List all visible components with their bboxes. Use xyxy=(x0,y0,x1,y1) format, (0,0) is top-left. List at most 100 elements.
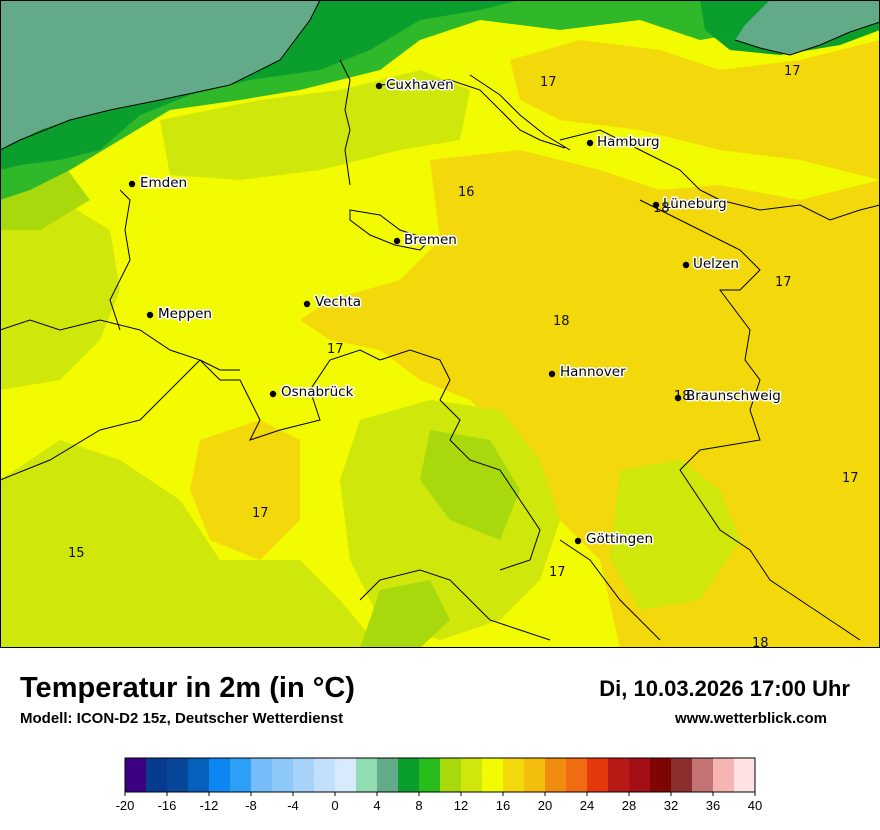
lime-patch-south xyxy=(360,580,450,648)
city-uelzen[interactable]: Uelzen xyxy=(682,255,740,274)
temp-value-label: 17 xyxy=(549,565,566,580)
map-canvas: Cuxhaven Hamburg Emden Lüneburg Bremen U… xyxy=(0,0,880,648)
lime-patch-center xyxy=(420,430,520,540)
scale-tick-label: 40 xyxy=(748,798,762,812)
scale-tick-label: 8 xyxy=(415,798,422,812)
scale-swatch xyxy=(125,758,147,792)
scale-swatch xyxy=(503,758,525,792)
temp-value-label: 17 xyxy=(775,275,792,290)
city-label: Vechta xyxy=(315,294,361,310)
city-dot-icon xyxy=(574,537,582,545)
scale-swatch xyxy=(524,758,546,792)
city-label: Uelzen xyxy=(693,256,739,272)
scale-tick-label: 12 xyxy=(454,798,468,812)
city-label: Braunschweig xyxy=(686,388,781,404)
scale-tick-label: -8 xyxy=(245,798,257,812)
scale-swatch xyxy=(461,758,483,792)
city-dot-icon xyxy=(652,201,660,209)
scale-swatch xyxy=(209,758,231,792)
scale-swatch xyxy=(608,758,630,792)
city-emden[interactable]: Emden xyxy=(128,174,189,193)
chart-title: Temperatur in 2m (in °C) xyxy=(20,672,355,704)
city-hannover[interactable]: Hannover xyxy=(548,363,628,382)
temp-value-label: 18 xyxy=(752,636,769,648)
scale-tick-label: 28 xyxy=(622,798,636,812)
footer: Temperatur in 2m (in °C) Modell: ICON-D2… xyxy=(0,648,880,830)
scale-tick-label: 32 xyxy=(664,798,678,812)
city-vechta[interactable]: Vechta xyxy=(303,293,363,312)
scale-swatch xyxy=(629,758,651,792)
scale-swatch xyxy=(692,758,714,792)
scale-tick-label: 0 xyxy=(331,798,338,812)
city-dot-icon xyxy=(393,237,401,245)
temp-value-label: 15 xyxy=(68,546,85,561)
city-bremen[interactable]: Bremen xyxy=(393,231,458,250)
model-source: Modell: ICON-D2 15z, Deutscher Wetterdie… xyxy=(20,710,344,727)
city-dot-icon xyxy=(128,180,136,188)
city-label: Göttingen xyxy=(586,531,653,547)
city-osnabrueck[interactable]: Osnabrück xyxy=(269,383,355,402)
city-meppen[interactable]: Meppen xyxy=(146,305,213,324)
temp-value-label: 17 xyxy=(842,471,859,486)
city-label: Hamburg xyxy=(597,134,660,150)
temp-value-label: 18 xyxy=(553,314,570,329)
scale-tick-label: 20 xyxy=(538,798,552,812)
scale-swatch xyxy=(398,758,420,792)
city-label: Hannover xyxy=(560,364,626,380)
temperature-labels: 17 17 16 18 17 18 17 18 17 17 15 17 18 xyxy=(68,64,859,648)
city-braunschweig[interactable]: Braunschweig xyxy=(674,387,782,406)
city-dot-icon xyxy=(303,300,311,308)
scale-swatch xyxy=(734,758,756,792)
scale-frame xyxy=(124,757,756,793)
city-lueneburg[interactable]: Lüneburg xyxy=(652,195,728,214)
city-label: Emden xyxy=(140,175,187,191)
scale-swatch xyxy=(293,758,315,792)
warm-zone-north xyxy=(510,40,880,180)
scale-swatch xyxy=(272,758,294,792)
temp-value-label: 17 xyxy=(784,64,801,79)
city-dot-icon xyxy=(674,394,682,402)
forecast-datetime: Di, 10.03.2026 17:00 Uhr xyxy=(599,676,850,701)
temperature-map: Cuxhaven Hamburg Emden Lüneburg Bremen U… xyxy=(0,0,880,648)
temp-value-label: 17 xyxy=(540,75,557,90)
scale-tick-label: 36 xyxy=(706,798,720,812)
north-sea xyxy=(0,0,320,150)
borders xyxy=(0,0,880,641)
city-label: Lüneburg xyxy=(663,196,727,212)
scale-swatch xyxy=(230,758,252,792)
scale-swatch xyxy=(713,758,735,792)
scale-swatch xyxy=(482,758,504,792)
scale-swatch xyxy=(146,758,168,792)
city-label: Cuxhaven xyxy=(386,77,454,93)
website-link[interactable]: www.wetterblick.com xyxy=(675,710,827,727)
scale-swatch xyxy=(671,758,693,792)
temp-value-label: 17 xyxy=(252,506,269,521)
scale-tick-label: 4 xyxy=(373,798,380,812)
scale-swatch xyxy=(188,758,210,792)
scale-tick-label: 24 xyxy=(580,798,594,812)
baltic-sea xyxy=(735,0,880,55)
city-goettingen[interactable]: Göttingen xyxy=(574,530,655,549)
city-dot-icon xyxy=(548,370,556,378)
city-label: Meppen xyxy=(158,306,212,322)
scale-tick-label: -16 xyxy=(158,798,177,812)
temp-value-label: 18 xyxy=(674,389,691,404)
scale-swatch xyxy=(167,758,189,792)
city-dot-icon xyxy=(146,311,154,319)
scale-swatch xyxy=(314,758,336,792)
temp-value-label: 17 xyxy=(327,342,344,357)
city-label: Bremen xyxy=(404,232,457,248)
scale-swatch xyxy=(440,758,462,792)
warm-zone-southwest xyxy=(190,420,300,560)
city-cuxhaven[interactable]: Cuxhaven xyxy=(375,76,455,95)
scale-tick-label: -12 xyxy=(200,798,219,812)
scale-tick-label: -20 xyxy=(116,798,135,812)
scale-swatch xyxy=(356,758,378,792)
city-dot-icon xyxy=(682,261,690,269)
city-dot-icon xyxy=(269,390,277,398)
scale-swatch xyxy=(335,758,357,792)
city-hamburg[interactable]: Hamburg xyxy=(586,133,661,152)
cool-zone-southwest xyxy=(0,440,380,648)
color-scale: -20 -16 -12 -8 -4 0 4 8 12 16 20 24 28 32 36 40 xyxy=(0,752,880,813)
cool-zone-west xyxy=(0,200,120,390)
